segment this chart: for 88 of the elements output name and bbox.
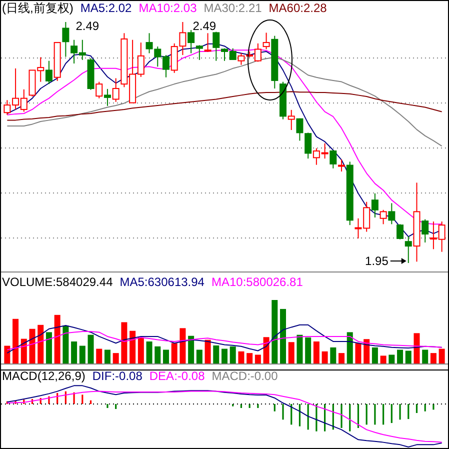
bar — [430, 353, 436, 364]
text: MA60:2.28 — [268, 1, 328, 15]
candlestick — [296, 118, 304, 142]
annotation: 1.95 — [365, 254, 389, 268]
annotation: 2.49 — [76, 19, 100, 33]
bar — [397, 350, 404, 364]
bar — [213, 345, 220, 364]
bar — [380, 356, 386, 364]
candlestick — [112, 78, 120, 102]
bar — [388, 354, 395, 364]
candlestick — [262, 32, 270, 50]
bar — [405, 350, 412, 364]
bar — [330, 347, 336, 364]
bar — [71, 341, 78, 364]
bar — [130, 330, 136, 364]
bar — [372, 347, 378, 364]
bar — [280, 308, 286, 364]
bar — [96, 348, 102, 364]
bar — [364, 339, 370, 364]
bar — [254, 354, 261, 364]
bar — [238, 351, 244, 364]
text: MA5:2.02 — [80, 1, 132, 15]
candlestick — [196, 44, 203, 60]
bar — [204, 340, 211, 364]
bar — [222, 348, 228, 364]
bar — [322, 351, 328, 364]
candlestick — [204, 32, 212, 52]
candlestick — [388, 202, 396, 225]
bar — [422, 350, 428, 364]
bar — [104, 350, 110, 364]
chart-title: VOLUME:584029.44 — [2, 275, 114, 289]
candlestick — [288, 109, 295, 131]
bar — [230, 346, 236, 364]
series-label: DIF:-0.08 — [92, 369, 143, 383]
text: MA10:2.03 — [138, 1, 198, 15]
bar — [54, 314, 60, 364]
bar — [4, 346, 10, 364]
chart-title: (日线,前复权) — [2, 1, 74, 15]
candlestick — [330, 150, 337, 169]
bar — [188, 336, 194, 364]
bar — [121, 322, 128, 364]
bar — [288, 342, 294, 364]
candlestick — [304, 132, 312, 160]
bar — [29, 328, 36, 364]
bar — [438, 348, 445, 364]
bar — [12, 318, 19, 364]
candlestick — [404, 236, 412, 264]
text: MACD:-0.00 — [212, 369, 278, 383]
bar — [272, 300, 278, 364]
bar — [112, 353, 119, 364]
candlestick — [422, 218, 429, 243]
bar — [346, 332, 353, 364]
bar — [338, 353, 345, 364]
bar — [196, 350, 202, 364]
bar — [296, 334, 303, 364]
bar — [355, 343, 362, 364]
bar — [305, 337, 312, 364]
bar — [138, 337, 144, 364]
chart-title: MACD(12,26,9) — [2, 369, 86, 383]
candlestick — [371, 192, 378, 218]
bar — [79, 346, 86, 364]
candlestick — [212, 31, 220, 62]
series-label: DEA:-0.08 — [149, 369, 206, 383]
bar — [88, 334, 94, 364]
candlestick — [96, 81, 103, 99]
bar — [246, 353, 253, 364]
text: MA5:630613.94 — [120, 275, 205, 289]
bar — [46, 332, 52, 364]
bar — [414, 333, 420, 364]
bar — [38, 324, 44, 364]
candlestick — [396, 224, 404, 240]
candlestick — [338, 158, 346, 172]
bar — [146, 341, 152, 364]
bar — [180, 328, 186, 364]
bar — [162, 350, 169, 364]
text: MA10:580026.81 — [211, 275, 304, 289]
candlestick — [104, 88, 111, 106]
candlestick — [62, 22, 70, 58]
annotation: 2.49 — [192, 19, 216, 33]
text: MA30:2.21 — [204, 1, 262, 15]
bar — [313, 341, 320, 364]
candlestick — [45, 60, 52, 85]
bar — [62, 326, 69, 364]
candlestick — [188, 30, 195, 54]
bar — [263, 337, 270, 364]
bar — [154, 346, 161, 364]
candlestick — [380, 209, 387, 225]
bar — [171, 343, 178, 364]
